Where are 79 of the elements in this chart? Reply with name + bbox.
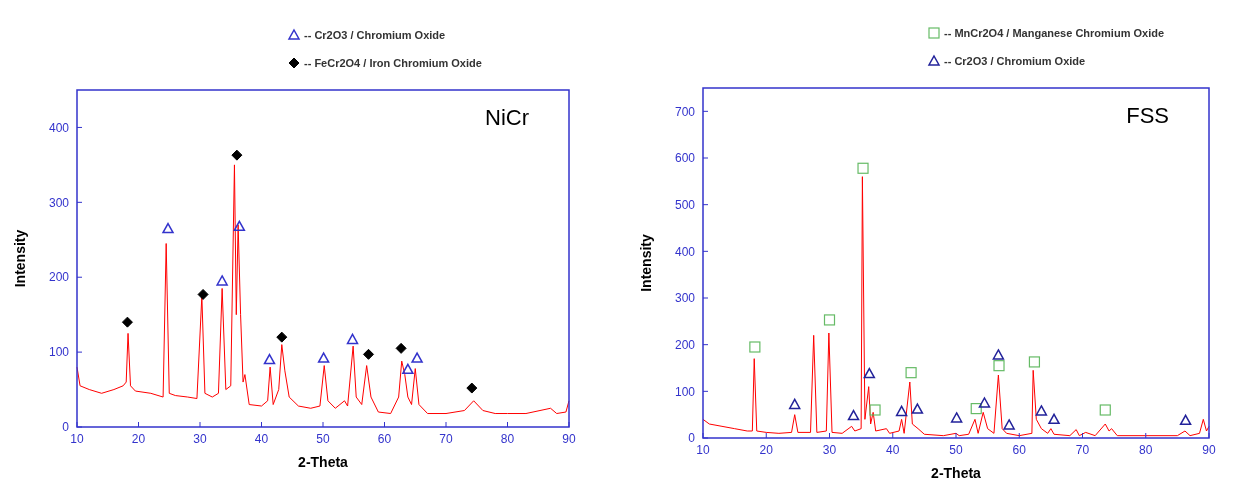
point xyxy=(1028,356,1041,368)
y-tick-label: 0 xyxy=(62,420,70,435)
point xyxy=(823,314,836,326)
y-tick-label: 200 xyxy=(674,337,696,352)
point xyxy=(992,349,1005,360)
y-tick-label: 500 xyxy=(674,197,696,212)
y-tick-label: 100 xyxy=(674,384,696,399)
x-tick-label: 70 xyxy=(1075,443,1090,457)
point xyxy=(317,352,330,363)
point xyxy=(1035,405,1048,416)
point xyxy=(197,288,209,300)
y-tick-label: 600 xyxy=(674,151,696,166)
x-tick-label: 60 xyxy=(377,432,392,446)
y-tick-label: 200 xyxy=(48,270,70,285)
y-tick-label: 300 xyxy=(48,195,70,210)
y-tick-label: 100 xyxy=(48,345,70,360)
x-tick-label: 60 xyxy=(1012,443,1027,457)
x-tick-label: 90 xyxy=(562,432,576,446)
x-tick-label: 10 xyxy=(696,443,710,457)
point xyxy=(411,352,423,363)
x-tick-label: 40 xyxy=(254,432,269,446)
x-tick-label: 50 xyxy=(316,432,330,446)
x-axis-title: 2-Theta xyxy=(931,465,982,480)
y-tick-label: 400 xyxy=(48,120,70,135)
x-tick-label: 30 xyxy=(822,443,837,457)
point xyxy=(978,397,991,408)
point xyxy=(749,341,761,353)
point xyxy=(363,348,375,360)
point xyxy=(276,331,288,343)
point xyxy=(950,412,963,423)
x-tick-label: 10 xyxy=(70,432,84,446)
annotation: NiCr xyxy=(485,105,529,130)
point xyxy=(263,353,276,365)
legend-label: -- MnCr2O4 / Manganese Chromium Oxide xyxy=(944,26,1165,39)
x-tick-label: 70 xyxy=(439,432,453,446)
point xyxy=(847,409,860,421)
point xyxy=(788,398,801,410)
y-tick-label: 300 xyxy=(674,291,696,306)
point xyxy=(402,363,414,375)
legend-label: -- Cr2O3 / Chromium Oxide xyxy=(944,54,1086,67)
point xyxy=(1179,414,1192,426)
point xyxy=(346,333,359,345)
point xyxy=(216,275,228,286)
y-tick-label: 700 xyxy=(674,104,696,119)
point xyxy=(895,405,908,417)
point xyxy=(395,342,407,354)
x-tick-label: 30 xyxy=(193,432,207,446)
line-series xyxy=(76,164,570,415)
point xyxy=(162,222,174,234)
point xyxy=(233,220,246,232)
point xyxy=(911,403,924,414)
point xyxy=(970,403,982,415)
x-tick-label: 20 xyxy=(759,443,774,457)
x-tick-label: 80 xyxy=(500,432,515,446)
y-tick-label: 0 xyxy=(688,431,696,446)
y-axis-title: Intensity xyxy=(638,234,654,292)
x-axis-title: 2-Theta xyxy=(298,454,349,470)
point xyxy=(1099,404,1111,416)
x-tick-label: 40 xyxy=(886,443,900,457)
point xyxy=(121,316,133,328)
point xyxy=(857,162,869,174)
y-axis-title: Intensity xyxy=(12,229,28,288)
annotation: FSS xyxy=(1126,103,1169,128)
point xyxy=(1048,413,1060,425)
y-tick-label: 400 xyxy=(674,244,696,259)
x-tick-label: 90 xyxy=(1202,443,1216,457)
point xyxy=(231,149,243,161)
point xyxy=(1003,419,1015,430)
x-tick-label: 50 xyxy=(949,443,963,457)
legend-label: -- Cr2O3 / Chromium Oxide xyxy=(304,28,446,41)
point xyxy=(466,382,478,394)
point xyxy=(863,367,876,379)
x-tick-label: 80 xyxy=(1139,443,1153,457)
x-tick-label: 20 xyxy=(131,432,146,446)
point xyxy=(905,367,917,379)
legend-label: -- FeCr2O4 / Iron Chromium Oxide xyxy=(304,56,482,69)
point xyxy=(993,360,1005,372)
point xyxy=(869,404,881,416)
line-series xyxy=(702,176,1210,437)
